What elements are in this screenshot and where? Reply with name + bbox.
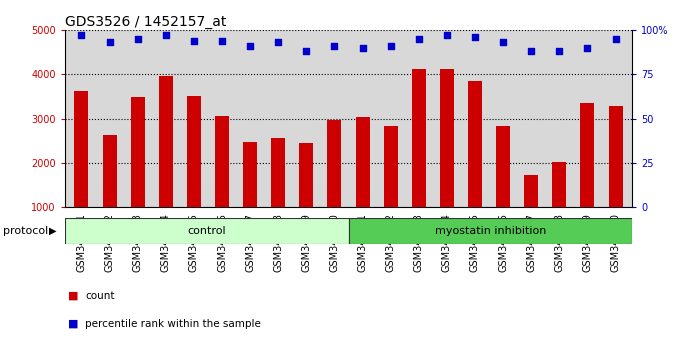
Point <box>132 36 143 42</box>
Bar <box>552 162 566 251</box>
Bar <box>299 143 313 251</box>
Bar <box>384 126 398 251</box>
Bar <box>440 69 454 251</box>
Point <box>386 43 396 49</box>
Point <box>441 33 452 38</box>
Point <box>104 40 115 45</box>
Bar <box>74 91 88 251</box>
Point <box>413 36 424 42</box>
Point <box>582 45 593 51</box>
Point <box>526 48 537 54</box>
Point <box>273 40 284 45</box>
Point <box>160 33 171 38</box>
Bar <box>468 81 482 251</box>
Bar <box>496 126 510 251</box>
Text: control: control <box>187 226 226 236</box>
Text: count: count <box>85 291 114 301</box>
Text: GDS3526 / 1452157_at: GDS3526 / 1452157_at <box>65 15 226 29</box>
Text: ■: ■ <box>68 319 78 329</box>
Text: myostatin inhibition: myostatin inhibition <box>435 226 546 236</box>
Point <box>301 48 311 54</box>
Bar <box>187 96 201 251</box>
Point <box>554 48 565 54</box>
Point <box>216 38 227 44</box>
Bar <box>412 69 426 251</box>
Bar <box>524 175 539 251</box>
Bar <box>609 106 623 251</box>
Text: percentile rank within the sample: percentile rank within the sample <box>85 319 261 329</box>
Bar <box>581 103 594 251</box>
Point <box>498 40 509 45</box>
Point <box>329 43 340 49</box>
Point <box>76 33 87 38</box>
Point <box>245 43 256 49</box>
Point <box>357 45 368 51</box>
Bar <box>215 116 229 251</box>
Point <box>470 34 481 40</box>
Bar <box>131 97 145 251</box>
Bar <box>356 117 370 251</box>
Bar <box>327 120 341 251</box>
Bar <box>65 218 348 244</box>
Text: ■: ■ <box>68 291 78 301</box>
Text: protocol: protocol <box>3 226 49 236</box>
Point <box>188 38 199 44</box>
Bar <box>243 142 257 251</box>
Text: ▶: ▶ <box>49 226 56 236</box>
Bar <box>271 138 285 251</box>
Bar <box>348 218 632 244</box>
Bar <box>158 76 173 251</box>
Point <box>610 36 621 42</box>
Bar <box>103 135 116 251</box>
